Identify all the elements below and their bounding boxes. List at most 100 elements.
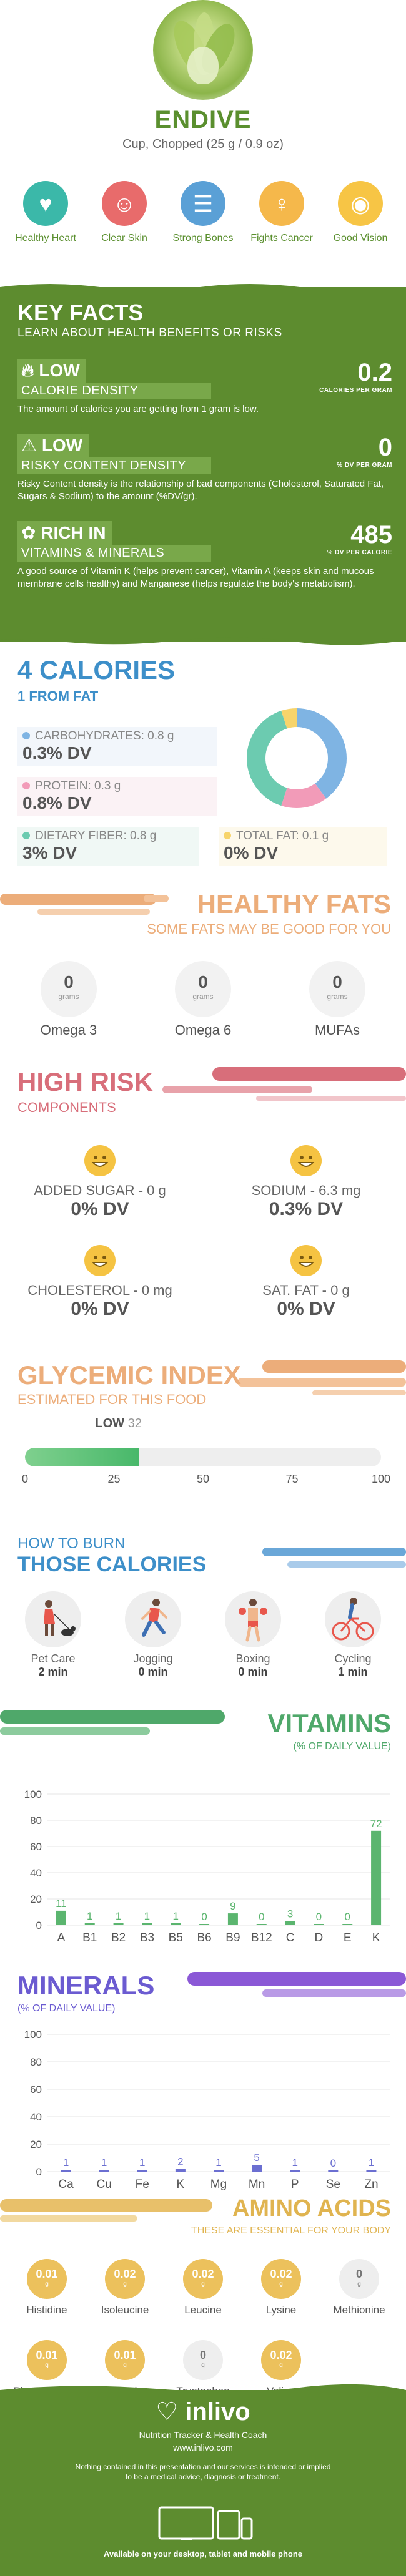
glycemic-tick: 100 [371,1473,391,1485]
amino-label: Isoleucine [101,2304,149,2316]
devices-icon [158,2506,253,2540]
amino-badge: 0.02 g [105,2259,145,2299]
legend-dot [224,832,231,839]
nutrient-fat: TOTAL FAT: 0.1 g 0% DV [219,827,387,866]
leaf-icon: ✿ [21,523,36,542]
benefit-label: Good Vision [333,233,388,243]
warning-icon: ⚠ [21,436,37,455]
y-tick-label: 100 [24,1788,42,1800]
wave-divider [0,284,406,293]
glycemic-tick: 25 [107,1473,121,1485]
benefit-label: Clear Skin [101,233,147,243]
amino-item: 0.01 g Histidine [12,2259,81,2316]
brand-logo[interactable]: ♡ inlivo [156,2398,250,2426]
smile-icon [84,1145,116,1176]
y-tick-label: 80 [30,2056,42,2068]
fact-level: RICH IN [41,523,106,542]
bar-Mn [252,2165,262,2172]
x-tick-label: Fe [136,2178,149,2191]
heart-icon: ♥ [23,181,68,226]
smile-icon [290,1145,322,1176]
cycling-icon [325,1591,381,1647]
glycemic-level-label: LOW 32 [95,1417,142,1430]
fact-risky-content: ⚠ LOW RISKY CONTENT DENSITY 0% DV PER GR… [17,434,392,503]
risk-cholesterol: CHOLESTEROL - 0 mg 0% DV [6,1245,194,1320]
high-risk-section: HIGH RISK COMPONENTS ADDED SUGAR - 0 g 0… [0,1055,406,1354]
decorative-stripes [187,1972,406,1997]
calories-section: 4 CALORIES 1 FROM FAT CARBOHYDRATES: 0.8… [0,643,406,886]
decorative-stripes [0,2199,212,2222]
amino-label: Lysine [265,2304,297,2316]
smile-icon [290,1245,322,1276]
bar-value-label: 1 [63,2157,69,2169]
bar-A [56,1910,66,1925]
y-tick-label: 60 [30,1841,42,1853]
decorative-stripes [237,1360,406,1395]
amino-badge: 0.01 g [105,2340,145,2380]
bar-B5 [171,1923,181,1925]
y-tick-label: 40 [30,2111,42,2123]
glycemic-bar-fill [25,1448,139,1466]
x-tick-label: B6 [197,1931,211,1944]
wave-divider [0,632,406,645]
ribbon-icon: ♀ [259,181,304,226]
glycemic-bar [25,1448,381,1466]
brand-url[interactable]: www.inlivo.com [173,2442,233,2452]
bar-D [314,1924,324,1925]
burn-item: Boxing 0 min [212,1591,294,1679]
risk-sat-fat: SAT. FAT - 0 g 0% DV [212,1245,400,1320]
x-tick-label: Zn [364,2178,378,2191]
glycemic-tick: 75 [285,1473,299,1485]
bar-Se [328,2170,339,2172]
amino-badge: 0.01 g [27,2259,67,2299]
amino-title: AMINO ACIDS [232,2195,391,2222]
risk-added-sugar: ADDED SUGAR - 0 g 0% DV [6,1145,194,1220]
x-tick-label: Mg [210,2178,227,2191]
bar-value-label: 1 [215,2157,221,2169]
benefit-item: ♀ Fights Cancer [247,181,316,245]
burn-activity: Cycling [334,1652,372,1665]
benefits-row: ♥ Healthy Heart ☺ Clear Skin ☰ Strong Bones ♀ F… [0,181,406,245]
bone-icon: ☰ [181,181,225,226]
x-tick-label: E [344,1931,352,1944]
bar-K [175,2169,186,2172]
vitamins-section: VITAMINS (% OF DAILY VALUE) 0 20 40 60 80 100… [0,1697,406,1959]
boxing-icon [225,1591,281,1647]
bar-value-label: 2 [177,2156,183,2168]
burn-activity: Pet Care [31,1652,76,1665]
x-tick-label: B5 [169,1931,183,1944]
y-tick-label: 0 [36,1920,42,1931]
x-tick-label: B9 [225,1931,240,1944]
bar-B12 [256,1924,267,1925]
bar-B6 [199,1924,210,1925]
amino-subtitle: THESE ARE ESSENTIAL FOR YOUR BODY [191,2225,391,2236]
burn-duration: 0 min [238,1666,268,1678]
fact-value: 0.2 [357,359,392,386]
bar-value-label: 9 [230,1900,235,1912]
key-facts-subtitle: LEARN ABOUT HEALTH BENEFITS OR RISKS [17,326,282,339]
endive-image [153,0,253,100]
minerals-section: MINERALS (% OF DAILY VALUE) 0 20 40 60 80 100… [0,1959,406,2209]
fat-omega3: 0 grams Omega 3 [19,961,119,1038]
bar-E [342,1924,353,1925]
x-tick-label: Ca [58,2178,74,2191]
minerals-title: MINERALS [17,1971,155,2000]
x-tick-label: Se [326,2178,340,2191]
nutrient-protein: PROTEIN: 0.3 g 0.8% DV [17,777,217,816]
legend-dot [22,732,30,739]
benefit-item: ☺ Clear Skin [90,181,159,245]
amino-label: Methionine [333,2304,385,2316]
donut-slice-fiber [247,710,287,806]
bar-value-label: 1 [87,1910,92,1922]
glycemic-tick: 0 [21,1473,29,1485]
burn-title-small: HOW TO BURN [17,1535,126,1552]
fact-description: The amount of calories you are getting f… [17,404,259,414]
x-tick-label: B1 [82,1931,97,1944]
flame-icon: 🔥︎ [21,361,34,380]
calories-title: 4 CALORIES [17,655,176,685]
x-tick-label: Mn [249,2178,265,2191]
burn-calories-section: HOW TO BURN THOSE CALORIES Pet Care 2 min… [0,1504,406,1697]
donut-slice-protein [281,783,327,808]
benefit-item: ☰ Strong Bones [169,181,237,245]
